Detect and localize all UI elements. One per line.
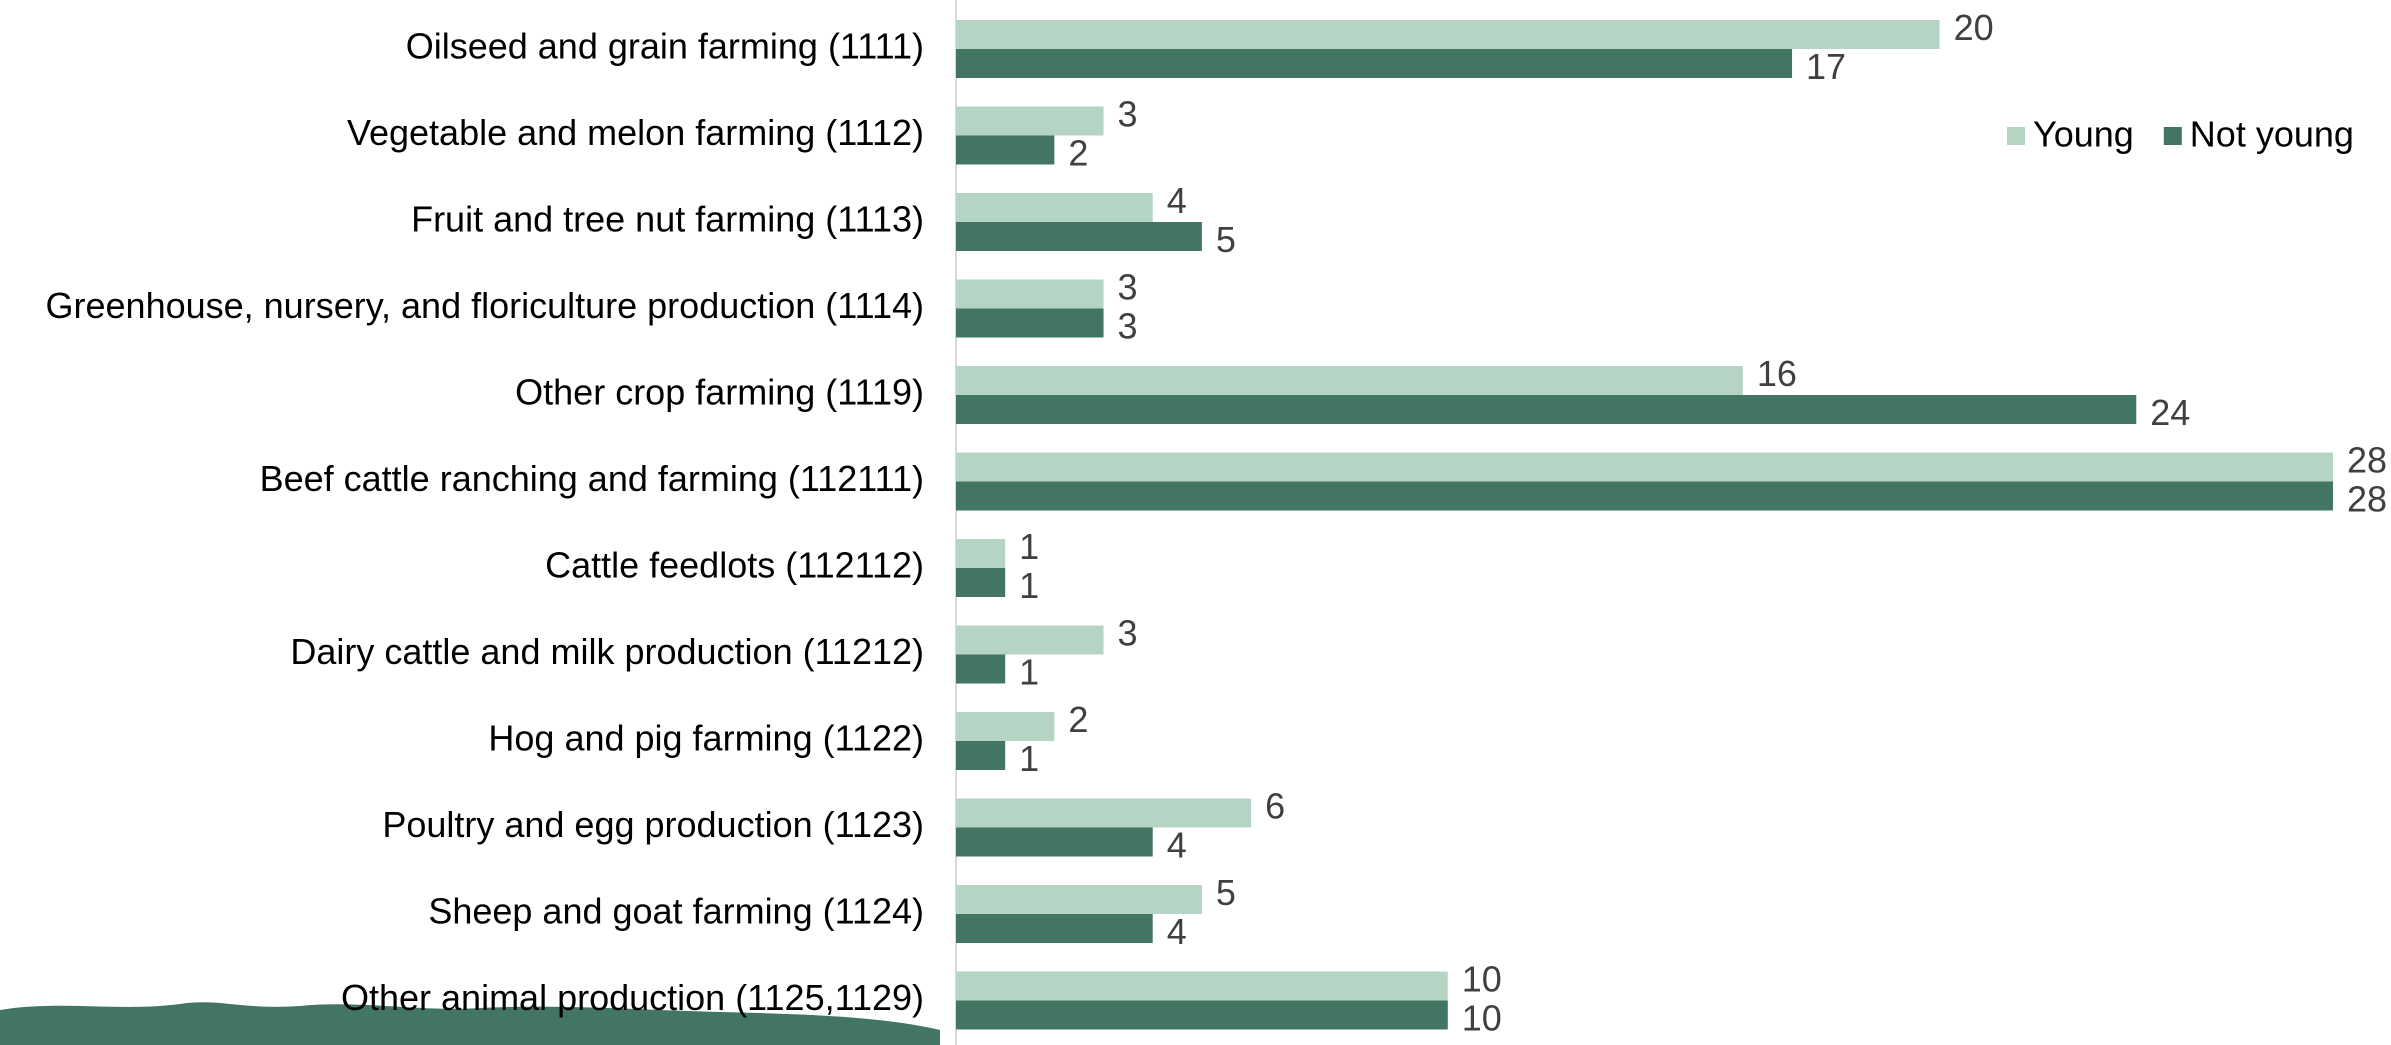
value-label: 4 — [1167, 180, 1187, 221]
value-label: 3 — [1118, 613, 1138, 654]
bar — [956, 798, 1252, 828]
bar — [956, 308, 1104, 338]
decoration — [0, 1002, 940, 1045]
category-label: Beef cattle ranching and farming (112111… — [260, 458, 924, 499]
category-label: Other animal production (1125,1129) — [341, 977, 924, 1018]
value-label: 16 — [1757, 353, 1797, 394]
value-label: 1 — [1019, 738, 1039, 779]
bar — [956, 568, 1006, 597]
value-label: 6 — [1265, 786, 1285, 827]
legend-label: Young — [2033, 114, 2134, 155]
value-label: 1 — [1019, 565, 1039, 606]
bar — [956, 539, 1006, 568]
value-label: 2 — [1068, 699, 1088, 740]
value-label: 5 — [1216, 219, 1236, 260]
bar — [956, 279, 1104, 309]
bar — [956, 106, 1104, 136]
bar — [956, 395, 2137, 424]
bar — [956, 712, 1055, 741]
category-label: Greenhouse, nursery, and floriculture pr… — [46, 285, 924, 326]
bar — [956, 135, 1055, 165]
category-label: Hog and pig farming (1122) — [488, 718, 924, 759]
value-label: 20 — [1954, 7, 1994, 48]
bar — [956, 49, 1793, 78]
value-label: 1 — [1019, 526, 1039, 567]
value-label: 3 — [1118, 306, 1138, 347]
value-label: 10 — [1462, 998, 1502, 1039]
value-label: 2 — [1068, 133, 1088, 174]
bar — [956, 625, 1104, 655]
category-label: Vegetable and melon farming (1112) — [347, 112, 924, 153]
value-label: 3 — [1118, 94, 1138, 135]
value-label: 5 — [1216, 872, 1236, 913]
value-label: 10 — [1462, 959, 1502, 1000]
bar — [956, 481, 2333, 511]
bar — [956, 827, 1153, 857]
value-label: 24 — [2150, 392, 2190, 433]
legend-swatch — [2163, 127, 2182, 145]
category-label: Dairy cattle and milk production (11212) — [290, 631, 924, 672]
bar — [956, 452, 2333, 482]
value-label: 3 — [1118, 267, 1138, 308]
value-label: 4 — [1167, 825, 1187, 866]
bar — [956, 885, 1202, 914]
bar — [956, 222, 1202, 251]
bar — [956, 193, 1153, 222]
value-label: 17 — [1806, 46, 1846, 87]
bar — [956, 654, 1006, 684]
value-label: 28 — [2347, 440, 2387, 481]
category-label: Fruit and tree nut farming (1113) — [411, 199, 924, 240]
category-label: Other crop farming (1119) — [515, 372, 924, 413]
bar — [956, 914, 1153, 943]
category-label: Oilseed and grain farming (1111) — [406, 26, 924, 67]
bar — [956, 1000, 1448, 1030]
bar — [956, 366, 1743, 395]
category-label: Sheep and goat farming (1124) — [428, 891, 924, 932]
value-label: 28 — [2347, 479, 2387, 520]
category-label: Poultry and egg production (1123) — [382, 804, 924, 845]
value-label: 4 — [1167, 911, 1187, 952]
legend-swatch — [2007, 127, 2025, 145]
category-label: Cattle feedlots (112112) — [545, 545, 924, 586]
legend-label: Not young — [2190, 114, 2354, 155]
bar — [956, 20, 1940, 49]
value-label: 1 — [1019, 652, 1039, 693]
bar — [956, 741, 1006, 770]
bar — [956, 971, 1448, 1001]
